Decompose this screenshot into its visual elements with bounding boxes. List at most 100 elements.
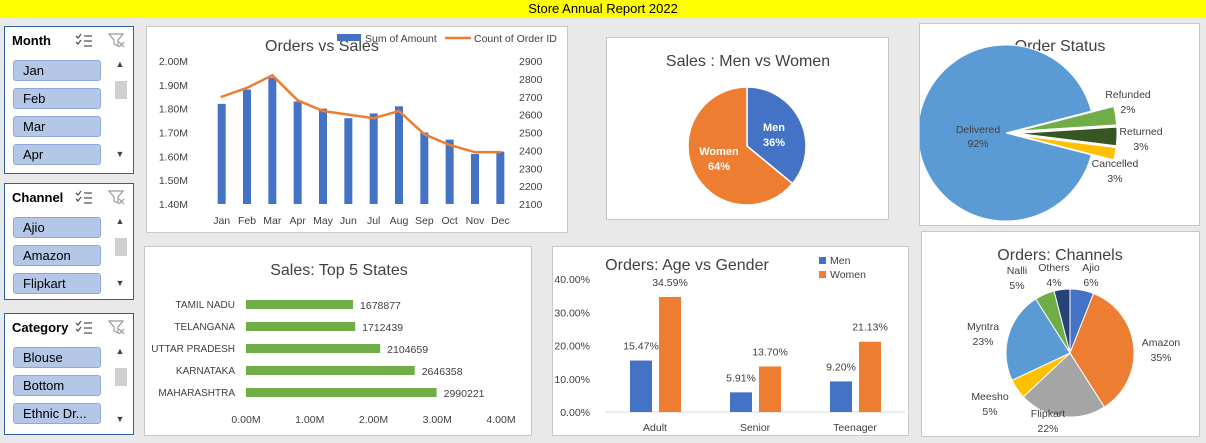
- age-vs-gender-chart: Orders: Age vs Gender Men Women 0.00% 10.00%…: [554, 255, 905, 434]
- slicer-item[interactable]: Flipkart: [13, 273, 101, 294]
- line-point: [347, 113, 350, 116]
- legend-swatch: [819, 257, 826, 264]
- orders-vs-sales-panel: Orders vs Sales Sum of Amount Count of Ord…: [146, 26, 568, 233]
- chart-title: Sales : Men vs Women: [666, 53, 830, 70]
- y2-tick-label: 2600: [519, 110, 543, 122]
- pie-slice: [746, 86, 807, 185]
- scroll-down-icon[interactable]: ▼: [115, 414, 125, 424]
- slicer-scrollbar[interactable]: ▲ ▼: [113, 59, 127, 159]
- x-tick-label: Jun: [340, 215, 357, 227]
- report-title: Store Annual Report 2022: [0, 0, 1206, 18]
- slice-label: 64%: [708, 161, 730, 173]
- scroll-down-icon[interactable]: ▼: [115, 278, 125, 288]
- data-label: 2990221: [444, 388, 485, 400]
- pie-slice: [1017, 126, 1118, 147]
- bar: [246, 322, 356, 331]
- y-tick-label: 0.00%: [560, 407, 590, 419]
- slicer-item[interactable]: Feb: [13, 88, 101, 109]
- pie-slice: [920, 44, 1092, 222]
- scroll-down-icon[interactable]: ▼: [115, 149, 125, 159]
- scroll-up-icon[interactable]: ▲: [115, 346, 125, 356]
- age-vs-gender-panel: Orders: Age vs Gender Men Women 0.00% 10.00%…: [552, 246, 909, 436]
- slice-label: 92%: [967, 138, 988, 150]
- channel-slicer: Channel Ajio Amazon Flipkart ▲ ▼: [4, 183, 134, 300]
- legend-label: Sum of Amount: [365, 33, 437, 45]
- slice-label: 22%: [1037, 423, 1058, 435]
- x-tick-label: Adult: [643, 422, 667, 434]
- y2-tick-label: 2800: [519, 74, 543, 86]
- data-label: 9.20%: [826, 361, 856, 373]
- clear-filter-icon[interactable]: [107, 31, 127, 49]
- slice-label: Myntra: [967, 321, 999, 333]
- bar: [369, 113, 378, 204]
- slicer-scrollbar[interactable]: ▲ ▼: [113, 216, 127, 288]
- slice-label: 23%: [972, 336, 993, 348]
- line-point: [296, 99, 299, 102]
- line-point: [321, 109, 325, 113]
- line-series: [221, 73, 501, 154]
- slice-label: Flipkart: [1031, 408, 1066, 420]
- slicer-item[interactable]: Ajio: [13, 217, 101, 238]
- scroll-thumb[interactable]: [115, 368, 127, 386]
- bar: [471, 153, 479, 204]
- bar: [445, 139, 454, 204]
- bar: [420, 132, 429, 204]
- slicer-item[interactable]: Mar: [13, 116, 101, 137]
- slicer-item[interactable]: Jan: [13, 60, 101, 81]
- slicer-item[interactable]: Apr: [13, 144, 101, 165]
- line-point: [372, 117, 375, 120]
- bar: [319, 108, 327, 204]
- bar: [759, 366, 781, 412]
- slice-label: 35%: [1150, 352, 1171, 364]
- pie-slice: [1069, 292, 1135, 408]
- data-label: 5.91%: [726, 372, 756, 384]
- y2-tick-label: 2700: [519, 92, 543, 104]
- channels-panel: Orders: Channels Ajio 6% Amazon 35% Flipkart 2…: [921, 231, 1200, 437]
- slice-label: Refunded: [1105, 89, 1151, 101]
- bar: [830, 381, 852, 412]
- bar: [859, 341, 881, 412]
- slicer-item[interactable]: Bottom: [13, 375, 101, 396]
- clear-filter-icon[interactable]: [107, 318, 127, 336]
- bar: [496, 151, 505, 204]
- y-tick-label: UTTAR PRADESH: [151, 344, 235, 355]
- chart-title: Sales: Top 5 States: [270, 262, 408, 279]
- y2-tick-label: 2500: [519, 128, 543, 140]
- clear-filter-icon[interactable]: [107, 188, 127, 206]
- slicer-item[interactable]: Ethnic Dr...: [13, 403, 101, 424]
- multi-select-icon[interactable]: [74, 188, 94, 206]
- y-tick-label: 1.90M: [159, 80, 188, 92]
- slice-label: 3%: [1107, 173, 1122, 185]
- y-tick-label: 1.40M: [159, 199, 188, 211]
- x-tick-label: 0.00M: [231, 414, 260, 426]
- scroll-thumb[interactable]: [115, 81, 127, 99]
- top-states-chart: Sales: Top 5 States TAMIL NADU 1678877 TELA…: [151, 262, 515, 426]
- slicer-scrollbar[interactable]: ▲ ▼: [113, 346, 127, 424]
- line-point: [448, 143, 451, 147]
- multi-select-icon[interactable]: [74, 318, 94, 336]
- bar: [293, 101, 302, 204]
- bar: [344, 118, 353, 204]
- slice-label: Men: [763, 122, 785, 134]
- bar: [630, 360, 652, 412]
- scroll-thumb[interactable]: [115, 238, 127, 256]
- multi-select-icon[interactable]: [74, 31, 94, 49]
- slice-label: 3%: [1133, 141, 1148, 153]
- slicer-item[interactable]: Amazon: [13, 245, 101, 266]
- slice-label: 5%: [982, 406, 997, 418]
- slice-label: Delivered: [956, 124, 1001, 136]
- y2-tick-label: 2900: [519, 56, 543, 68]
- bar: [730, 392, 752, 412]
- scroll-up-icon[interactable]: ▲: [115, 216, 125, 226]
- x-tick-label: Jul: [367, 215, 380, 227]
- scroll-up-icon[interactable]: ▲: [115, 59, 125, 69]
- data-label: 15.47%: [623, 341, 659, 353]
- x-tick-label: Mar: [263, 215, 282, 227]
- data-label: 2646358: [422, 366, 463, 378]
- slicer-item[interactable]: Blouse: [13, 347, 101, 368]
- y-tick-label: 20.00%: [554, 341, 590, 353]
- bar: [243, 89, 251, 204]
- data-label: 13.70%: [752, 346, 788, 358]
- bar: [246, 300, 354, 309]
- pie-slice: [1005, 298, 1071, 381]
